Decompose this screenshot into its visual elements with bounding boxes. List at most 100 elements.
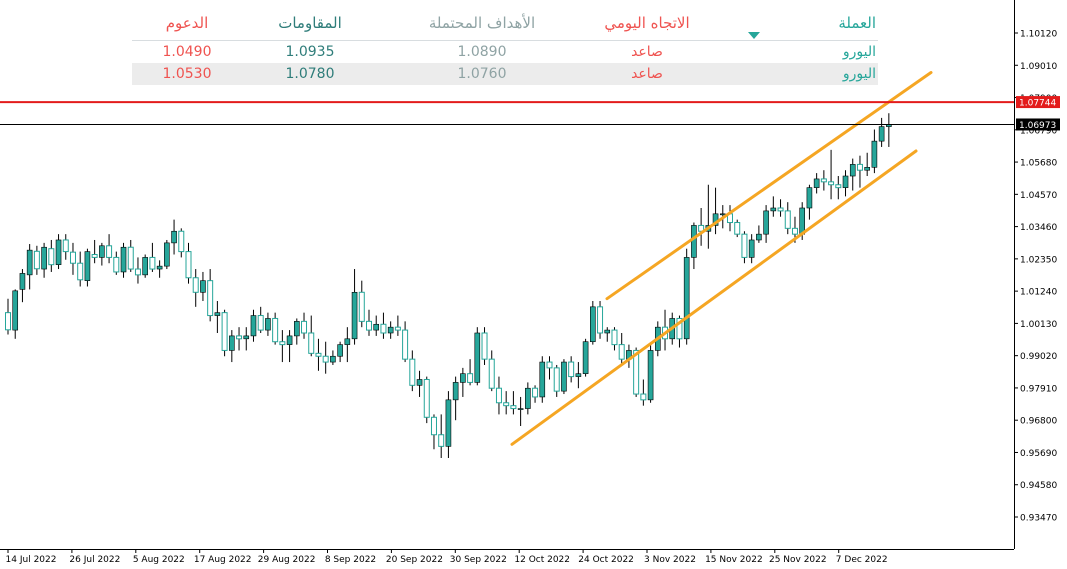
- bullish-candle-body: [604, 329, 611, 334]
- candle: [351, 269, 358, 345]
- bearish-candle-body: [308, 332, 315, 354]
- bearish-candle-body: [106, 245, 113, 258]
- bullish-candle-body: [142, 257, 148, 276]
- candle: [849, 158, 856, 191]
- y-tick-label: 1.02350: [1020, 255, 1057, 265]
- x-tick-label: 5 Aug 2022: [133, 555, 185, 565]
- candle: [676, 315, 683, 348]
- candle: [820, 170, 827, 191]
- bullish-candle-body: [719, 213, 726, 216]
- bearish-candle-body: [134, 268, 141, 276]
- x-tick-label: 7 Dec 2022: [836, 555, 888, 565]
- bearish-candle-body: [236, 335, 243, 340]
- header-currency: العملة: [838, 14, 876, 32]
- candle: [430, 414, 437, 450]
- dropdown-arrow-icon[interactable]: [748, 32, 760, 39]
- bearish-candle-body: [279, 341, 286, 346]
- bullish-candle-body: [229, 335, 235, 351]
- candle: [120, 242, 127, 278]
- bearish-candle-body: [481, 332, 488, 360]
- candle: [243, 327, 250, 351]
- bullish-candle-body: [756, 233, 762, 241]
- candle: [358, 280, 365, 328]
- candle: [99, 242, 105, 266]
- candle: [156, 260, 163, 278]
- candle: [662, 309, 669, 351]
- candle: [366, 309, 372, 336]
- y-tick-label: 1.05680: [1020, 159, 1057, 169]
- table-row: 1.0530 1.0780 1.0760 صاعد اليورو: [132, 63, 878, 85]
- candle: [33, 245, 40, 275]
- candle: [142, 254, 148, 278]
- overlay-group: [0, 71, 1014, 446]
- candle: [402, 321, 409, 363]
- candle: [423, 376, 430, 424]
- candle: [871, 129, 878, 174]
- bearish-candle-body: [77, 262, 84, 281]
- bullish-candle-body: [474, 332, 481, 383]
- bearish-candle-body: [633, 349, 640, 395]
- bearish-candle-body: [221, 312, 228, 351]
- candle: [229, 330, 235, 363]
- channel-lower-line: [510, 149, 918, 446]
- candle: [582, 338, 589, 377]
- bullish-candle-body: [864, 166, 870, 171]
- header-daily-trend: الاتجاه اليومي: [604, 14, 690, 32]
- bearish-candle-body: [178, 230, 185, 253]
- bearish-candle-body: [568, 361, 575, 378]
- bullish-candle-body: [214, 312, 221, 316]
- candle: [734, 219, 741, 238]
- candle: [315, 338, 322, 371]
- candle: [474, 327, 481, 386]
- candle: [683, 248, 690, 345]
- bearish-candle-body: [553, 367, 560, 392]
- bearish-candle-body: [488, 358, 495, 389]
- bullish-candle-body: [265, 318, 271, 331]
- bearish-candle-body: [640, 393, 647, 401]
- current-price-box: [1016, 118, 1060, 131]
- candle: [380, 312, 387, 339]
- bearish-candle-body: [62, 239, 69, 253]
- candle: [864, 152, 870, 177]
- x-tick-label: 20 Sep 2022: [386, 555, 443, 565]
- bearish-candle-body: [192, 277, 199, 293]
- bearish-candle-body: [856, 163, 863, 171]
- candle: [705, 184, 712, 249]
- bullish-candle-body: [416, 379, 423, 386]
- y-tick-label: 0.96800: [1020, 417, 1057, 427]
- row1-trend: صاعد: [631, 44, 663, 60]
- candle: [192, 269, 199, 307]
- candle: [712, 187, 719, 235]
- bearish-candle-body: [820, 178, 827, 183]
- candle: [5, 298, 11, 335]
- candle: [467, 359, 474, 386]
- candle: [640, 379, 647, 406]
- bearish-candle-body: [532, 387, 539, 398]
- candle: [19, 269, 26, 303]
- candle: [416, 370, 423, 397]
- bearish-candle-body: [33, 250, 40, 270]
- bullish-candle-body: [387, 326, 394, 334]
- y-tick-label: 1.06790: [1020, 126, 1057, 136]
- candle: [575, 362, 582, 389]
- candle: [322, 341, 329, 374]
- bullish-candle-body: [373, 323, 380, 331]
- bullish-candle-body: [813, 178, 820, 188]
- bullish-candle-body: [452, 382, 459, 401]
- bearish-candle-body: [207, 280, 214, 317]
- candle: [26, 244, 33, 290]
- candle: [171, 219, 177, 255]
- bullish-candle-body: [878, 126, 885, 142]
- candle: [185, 242, 192, 284]
- candle: [517, 396, 524, 427]
- bearish-candle-body: [784, 210, 791, 229]
- bearish-candle-body: [91, 254, 98, 258]
- candle: [568, 356, 575, 383]
- candle: [178, 228, 185, 258]
- bearish-candle-body: [734, 222, 741, 235]
- candle: [886, 113, 892, 147]
- bullish-candle-body: [445, 399, 452, 447]
- bearish-candle-body: [495, 387, 502, 404]
- bearish-candle-body: [48, 248, 55, 266]
- bullish-candle-body: [171, 230, 177, 244]
